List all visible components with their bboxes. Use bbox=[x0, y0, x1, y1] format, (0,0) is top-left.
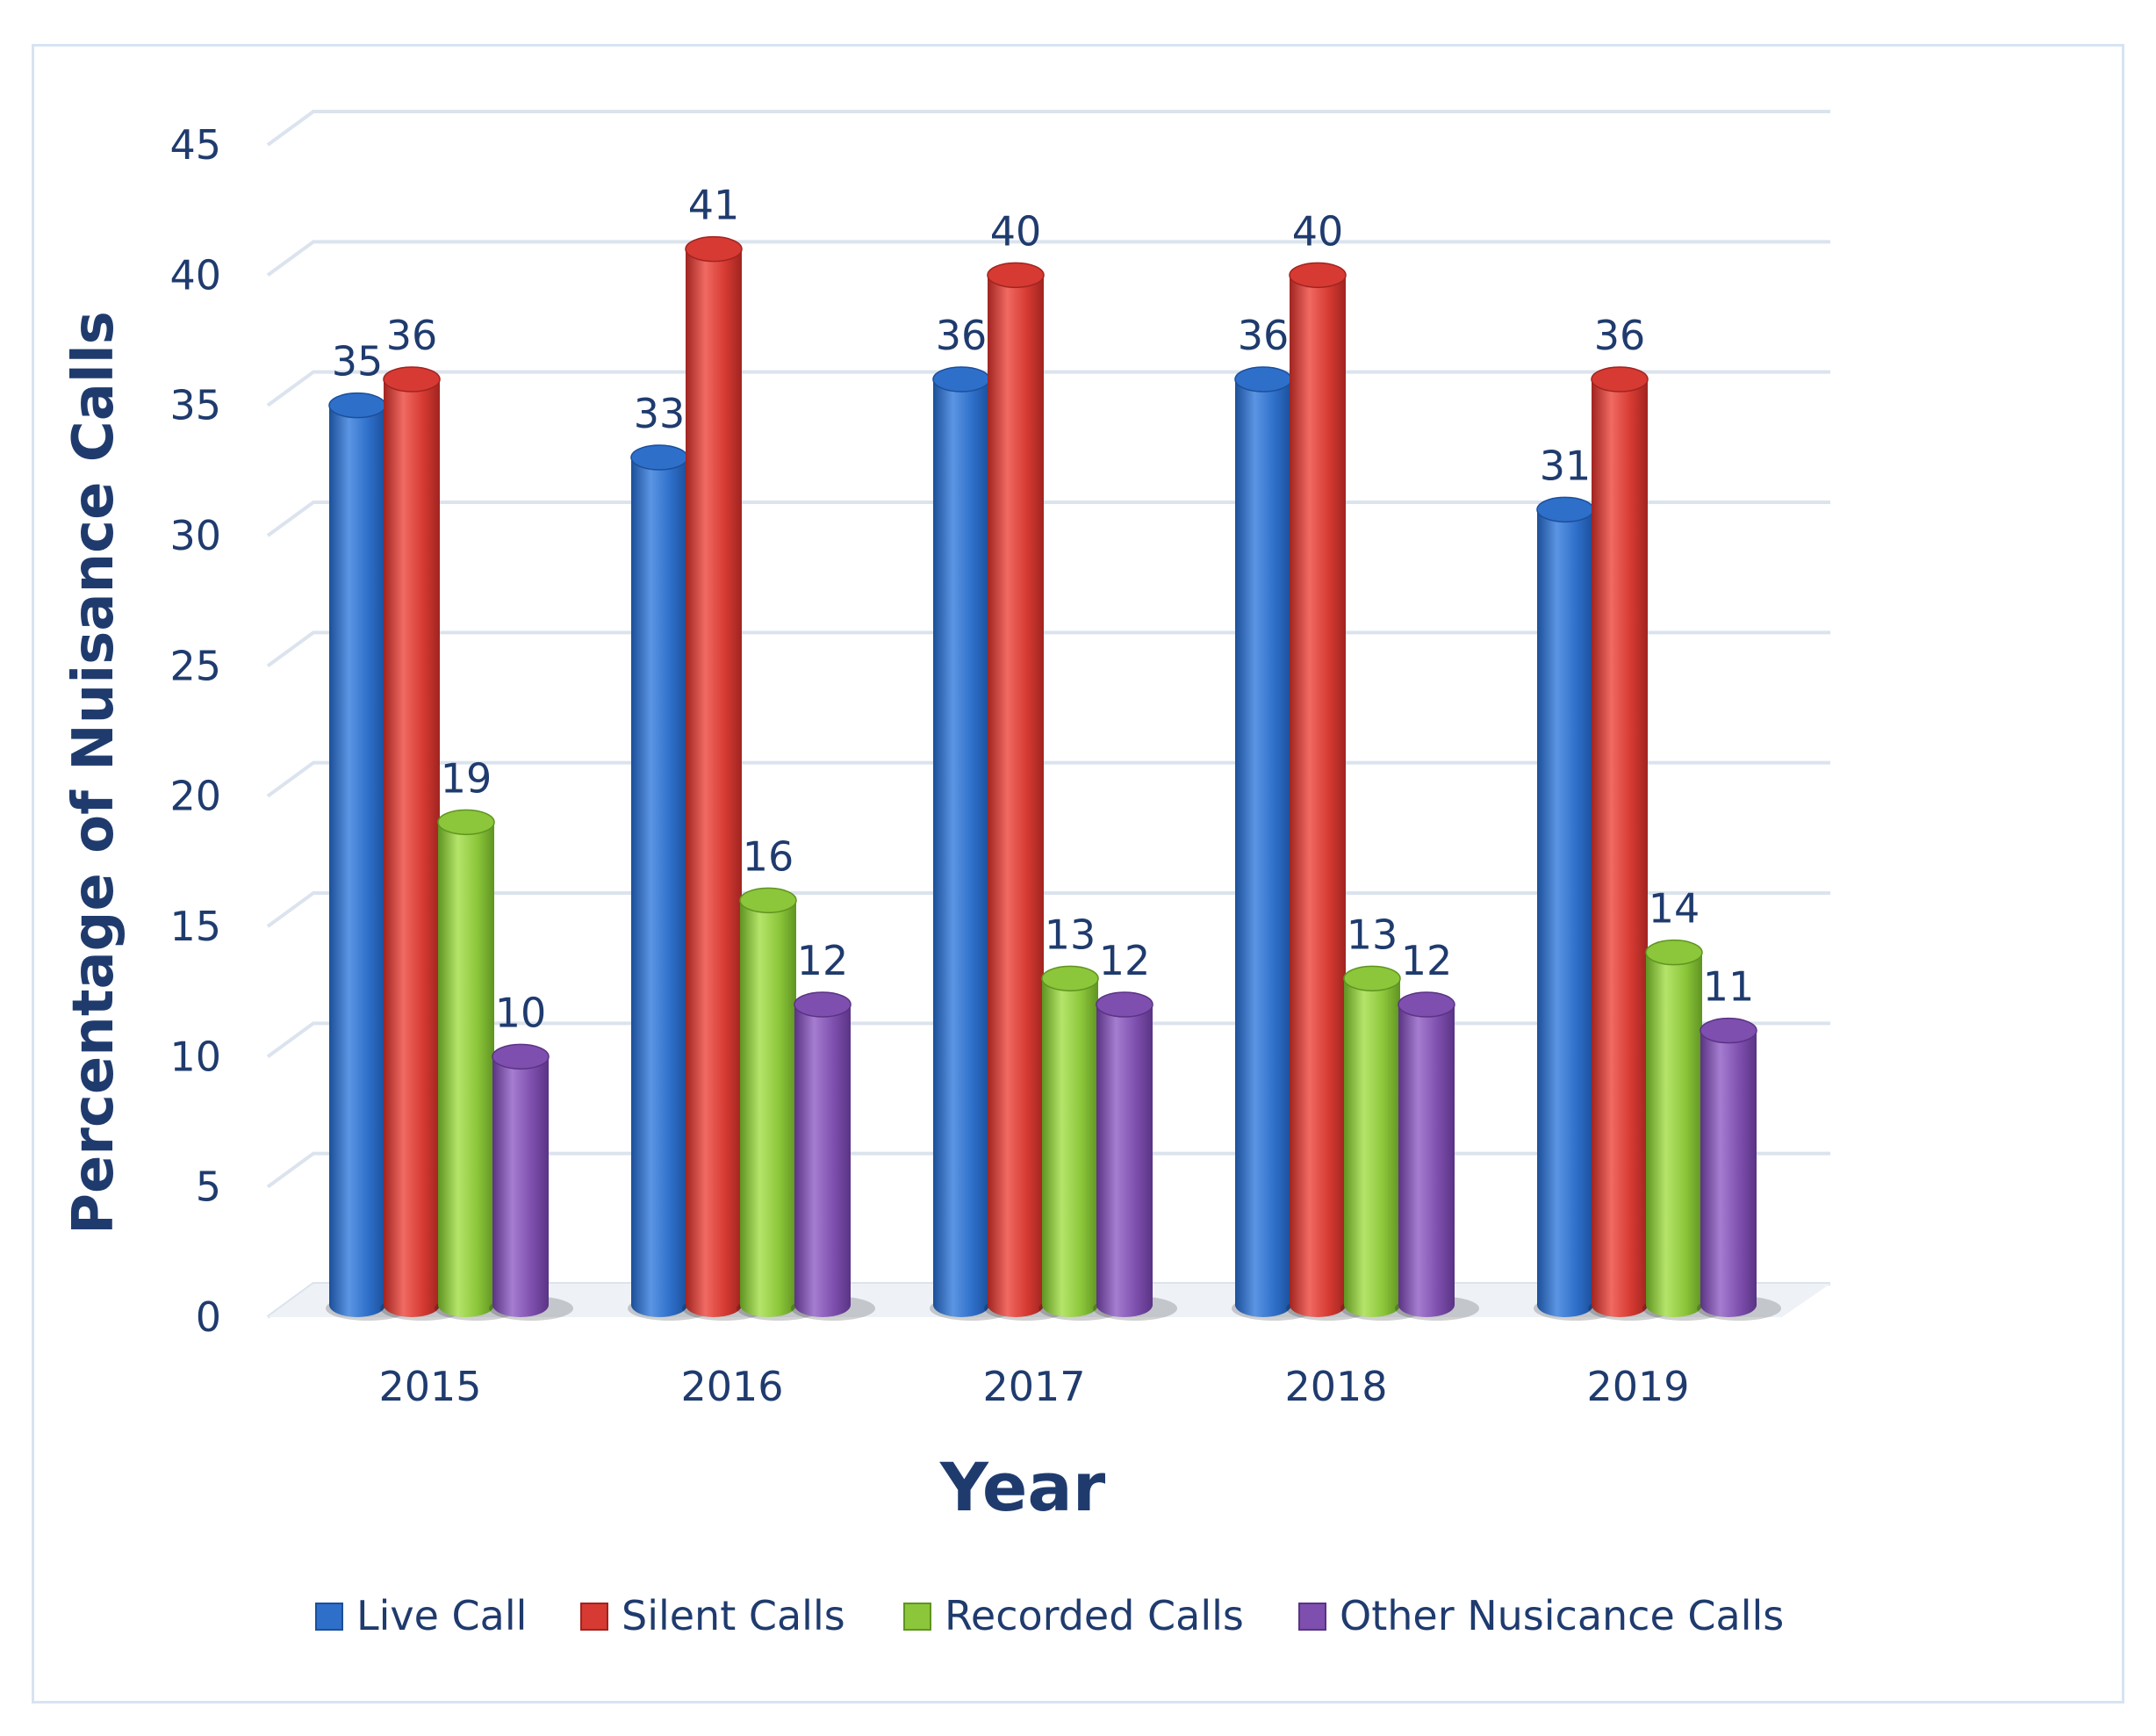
bars-layer bbox=[326, 235, 1781, 1321]
y-tick-label: 0 bbox=[196, 1293, 221, 1341]
bar-other-nusicance-calls-2019 bbox=[1697, 1017, 1781, 1321]
legend-swatch bbox=[580, 1603, 608, 1631]
legend-swatch bbox=[1298, 1603, 1326, 1631]
y-tick-label: 40 bbox=[169, 251, 221, 299]
y-axis-title: Percentage of Nuisance Calls bbox=[61, 311, 126, 1235]
gridline bbox=[266, 240, 1830, 277]
legend-label: Recorded Calls bbox=[945, 1592, 1244, 1639]
legend-label: Other Nusicance Calls bbox=[1340, 1592, 1784, 1639]
bar-recorded-calls-2017 bbox=[1038, 965, 1123, 1321]
legend-item-other-nusicance-calls: Other Nusicance Calls bbox=[1298, 1592, 1784, 1639]
bar-silent-calls-2018 bbox=[1286, 262, 1370, 1321]
data-label: 40 bbox=[1292, 207, 1344, 255]
bar-other-nusicance-calls-2015 bbox=[489, 1043, 573, 1321]
data-label: 12 bbox=[1401, 937, 1453, 984]
legend-swatch bbox=[903, 1603, 931, 1631]
data-label: 12 bbox=[797, 937, 849, 984]
bar-recorded-calls-2016 bbox=[737, 887, 821, 1321]
data-label: 40 bbox=[990, 207, 1042, 255]
y-tick-label: 25 bbox=[169, 642, 221, 689]
legend-swatch bbox=[315, 1603, 343, 1631]
x-tick-label: 2019 bbox=[1586, 1363, 1689, 1410]
data-label: 11 bbox=[1703, 963, 1755, 1011]
data-label: 36 bbox=[1594, 312, 1646, 359]
data-label: 36 bbox=[1238, 312, 1290, 359]
legend-item-recorded-calls: Recorded Calls bbox=[903, 1592, 1244, 1639]
bar-live-call-2016 bbox=[628, 444, 712, 1321]
data-label: 16 bbox=[743, 832, 794, 880]
x-tick-label: 2016 bbox=[680, 1363, 783, 1410]
data-label: 10 bbox=[495, 989, 547, 1036]
y-tick-label: 45 bbox=[169, 121, 221, 169]
data-label: 12 bbox=[1099, 937, 1151, 984]
data-label: 33 bbox=[634, 390, 686, 437]
x-axis-ticks: 2015 2016 2017 2018 2019 bbox=[378, 1363, 1689, 1410]
gridline bbox=[266, 110, 1830, 147]
data-label: 19 bbox=[441, 754, 492, 802]
y-tick-label: 15 bbox=[169, 903, 221, 950]
y-tick-label: 10 bbox=[169, 1033, 221, 1080]
x-axis-title: Year bbox=[939, 1448, 1106, 1526]
bar-other-nusicance-calls-2018 bbox=[1395, 991, 1479, 1321]
legend-item-silent-calls: Silent Calls bbox=[580, 1592, 845, 1639]
data-label: 14 bbox=[1649, 885, 1700, 933]
y-tick-label: 35 bbox=[169, 382, 221, 429]
data-label: 36 bbox=[936, 312, 988, 359]
y-tick-label: 20 bbox=[169, 773, 221, 820]
y-tick-label: 30 bbox=[169, 512, 221, 559]
data-label: 35 bbox=[332, 338, 384, 385]
x-tick-label: 2018 bbox=[1284, 1363, 1387, 1410]
data-label: 31 bbox=[1540, 442, 1592, 489]
bar-live-call-2019 bbox=[1534, 496, 1618, 1321]
bar-other-nusicance-calls-2016 bbox=[791, 991, 875, 1321]
legend-label: Silent Calls bbox=[622, 1592, 845, 1639]
x-tick-label: 2015 bbox=[378, 1363, 481, 1410]
legend-label: Live Call bbox=[356, 1592, 527, 1639]
bar-silent-calls-2016 bbox=[682, 235, 766, 1321]
x-tick-label: 2017 bbox=[982, 1363, 1085, 1410]
data-label: 41 bbox=[688, 182, 740, 229]
y-axis-ticks: 0 5 10 15 20 25 30 35 40 45 bbox=[169, 121, 221, 1341]
bar-silent-calls-2017 bbox=[984, 262, 1068, 1321]
data-label: 36 bbox=[386, 312, 438, 359]
data-label: 13 bbox=[1045, 911, 1096, 958]
bar-other-nusicance-calls-2017 bbox=[1093, 991, 1177, 1321]
legend: Live Call Silent Calls Recorded Calls Other… bbox=[315, 1592, 1784, 1639]
bar-silent-calls-2019 bbox=[1588, 366, 1672, 1321]
bar-live-call-2015 bbox=[326, 392, 410, 1321]
bar-recorded-calls-2018 bbox=[1340, 965, 1425, 1321]
y-tick-label: 5 bbox=[196, 1163, 221, 1211]
data-label: 13 bbox=[1347, 911, 1398, 958]
legend-item-live-call: Live Call bbox=[315, 1592, 527, 1639]
